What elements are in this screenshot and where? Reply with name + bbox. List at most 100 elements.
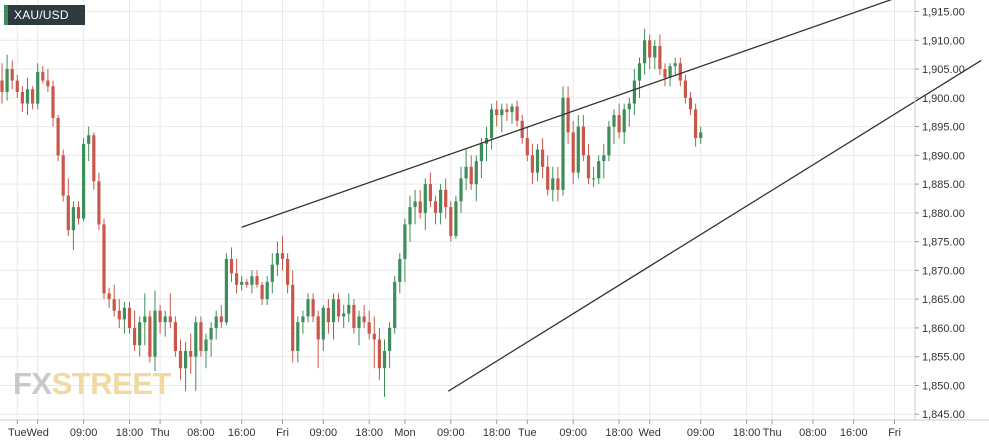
y-tick-label: 1,850.00 <box>922 380 965 392</box>
candle <box>296 316 300 363</box>
candle-body <box>632 80 636 104</box>
candle <box>597 155 601 185</box>
y-tick-label: 1,860.00 <box>922 323 965 335</box>
candle <box>454 195 458 239</box>
candle-body <box>138 322 142 346</box>
candle-body <box>388 327 392 351</box>
y-tick-label: 1,870.00 <box>922 265 965 277</box>
candle-body <box>658 46 662 70</box>
x-tick-label: 18:00 <box>733 427 761 439</box>
candle <box>393 276 397 334</box>
candle <box>168 293 172 328</box>
candle-body <box>184 350 188 369</box>
x-tick-label: Tue <box>8 427 27 439</box>
candle-body <box>515 106 519 121</box>
candle-body <box>428 184 432 202</box>
candle-body <box>423 184 427 213</box>
candle <box>515 100 519 127</box>
candle <box>31 86 35 110</box>
candle <box>495 100 499 127</box>
x-tick-label: Thu <box>151 427 170 439</box>
candle-body <box>214 316 218 328</box>
candle-body <box>5 69 9 93</box>
candle <box>107 287 111 308</box>
candle-body <box>337 299 341 317</box>
candle-body <box>418 201 422 213</box>
candle-body <box>683 80 687 98</box>
candle-body <box>648 40 652 58</box>
candle <box>546 155 550 196</box>
candle <box>260 281 264 305</box>
candle-body <box>296 322 300 351</box>
candle-body <box>82 143 86 219</box>
candle <box>673 57 677 75</box>
candle <box>668 63 672 87</box>
x-tick-label: 16:00 <box>840 427 868 439</box>
candle <box>326 299 330 334</box>
candle <box>622 103 626 144</box>
candle-body <box>102 224 106 294</box>
candle <box>61 149 65 202</box>
candle <box>561 86 565 196</box>
candle-body <box>235 273 239 285</box>
candle-body <box>0 80 4 93</box>
candle <box>403 218 407 282</box>
candle-body <box>556 178 560 190</box>
candle <box>5 54 9 101</box>
candle <box>229 247 234 282</box>
candle-body <box>189 350 193 357</box>
candle <box>250 270 254 294</box>
candle <box>153 290 157 372</box>
candle <box>76 201 81 225</box>
candle <box>607 120 611 162</box>
candle-body <box>194 322 198 357</box>
x-tick-label: 08:00 <box>187 427 215 439</box>
candle-body <box>316 316 320 340</box>
candle-body <box>97 181 101 225</box>
candle-body <box>127 307 132 328</box>
candle <box>337 293 341 323</box>
candle <box>41 66 45 84</box>
candle <box>398 253 402 294</box>
candle-body <box>449 207 453 236</box>
candle <box>556 166 560 202</box>
candle <box>428 172 432 208</box>
candle <box>286 253 290 294</box>
candle <box>367 310 371 340</box>
candle-body <box>699 132 703 139</box>
candle-body <box>617 115 621 133</box>
candle <box>479 138 483 179</box>
candle <box>525 126 529 162</box>
watermark-street: STREET <box>51 366 172 401</box>
y-tick-label: 1,855.00 <box>922 352 965 364</box>
x-tick-label: 09:00 <box>70 427 98 439</box>
candle <box>275 241 279 277</box>
candle-body <box>25 89 30 104</box>
candle-body <box>581 126 585 156</box>
candle-body <box>163 316 167 323</box>
candle-body <box>158 310 162 323</box>
x-tick-label: 09:00 <box>687 427 715 439</box>
candle <box>51 80 55 127</box>
x-tick-label: 09:00 <box>559 427 587 439</box>
candle-body <box>597 161 601 179</box>
candle <box>71 201 75 251</box>
candle-body <box>10 69 14 81</box>
candle <box>449 201 453 242</box>
candle <box>92 132 96 190</box>
candle <box>602 143 606 179</box>
candle-body <box>362 316 366 323</box>
candle-body <box>153 310 157 357</box>
x-tick-label: 09:00 <box>310 427 338 439</box>
candle <box>530 143 534 185</box>
candle <box>245 279 249 288</box>
x-tick-label: 08:00 <box>799 427 827 439</box>
symbol-swatch <box>4 5 8 25</box>
candle-body <box>250 276 254 285</box>
candle <box>500 103 504 133</box>
x-tick-label: Wed <box>26 427 48 439</box>
candle <box>571 120 575 185</box>
candle <box>20 86 24 113</box>
candle <box>184 342 188 392</box>
